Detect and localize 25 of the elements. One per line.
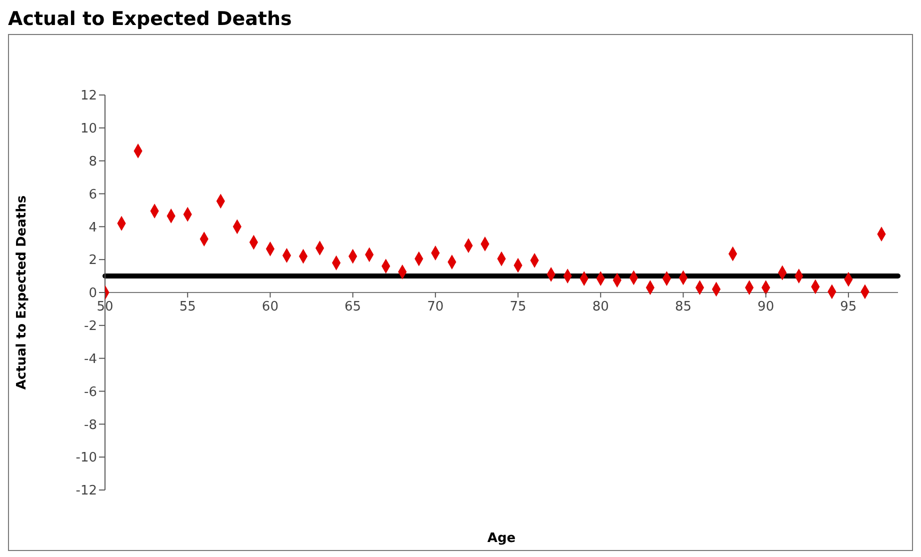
y-tick-label: -2	[84, 319, 97, 334]
y-tick-label: -8	[84, 418, 97, 433]
y-tick-label: -10	[76, 450, 97, 466]
y-axis-title: Actual to Expected Deaths	[14, 195, 30, 390]
y-tick-label: 2	[88, 253, 97, 268]
x-tick-label: 80	[592, 300, 609, 314]
x-tick-label: 85	[674, 300, 692, 314]
x-axis-title: Age	[487, 531, 516, 546]
y-tick-label: 6	[88, 187, 97, 202]
y-tick-label: 0	[88, 286, 97, 302]
y-tick-label: -12	[76, 484, 97, 499]
x-tick-label: 70	[427, 300, 444, 314]
x-tick-label: 95	[840, 300, 857, 314]
x-tick-label: 55	[179, 300, 196, 314]
y-tick-label: -4	[84, 352, 97, 367]
x-tick-label: 75	[510, 300, 526, 314]
x-tick-label: 65	[344, 300, 362, 314]
y-tick-label: 4	[88, 220, 97, 236]
x-tick-label: 60	[262, 300, 278, 314]
y-tick-label: 8	[88, 154, 97, 170]
y-tick-label: 12	[80, 88, 97, 104]
x-tick-label: 90	[758, 300, 774, 314]
y-tick-label: -6	[84, 384, 97, 400]
chart-title: Actual to Expected Deaths	[8, 8, 293, 32]
y-tick-label: 10	[80, 122, 97, 137]
